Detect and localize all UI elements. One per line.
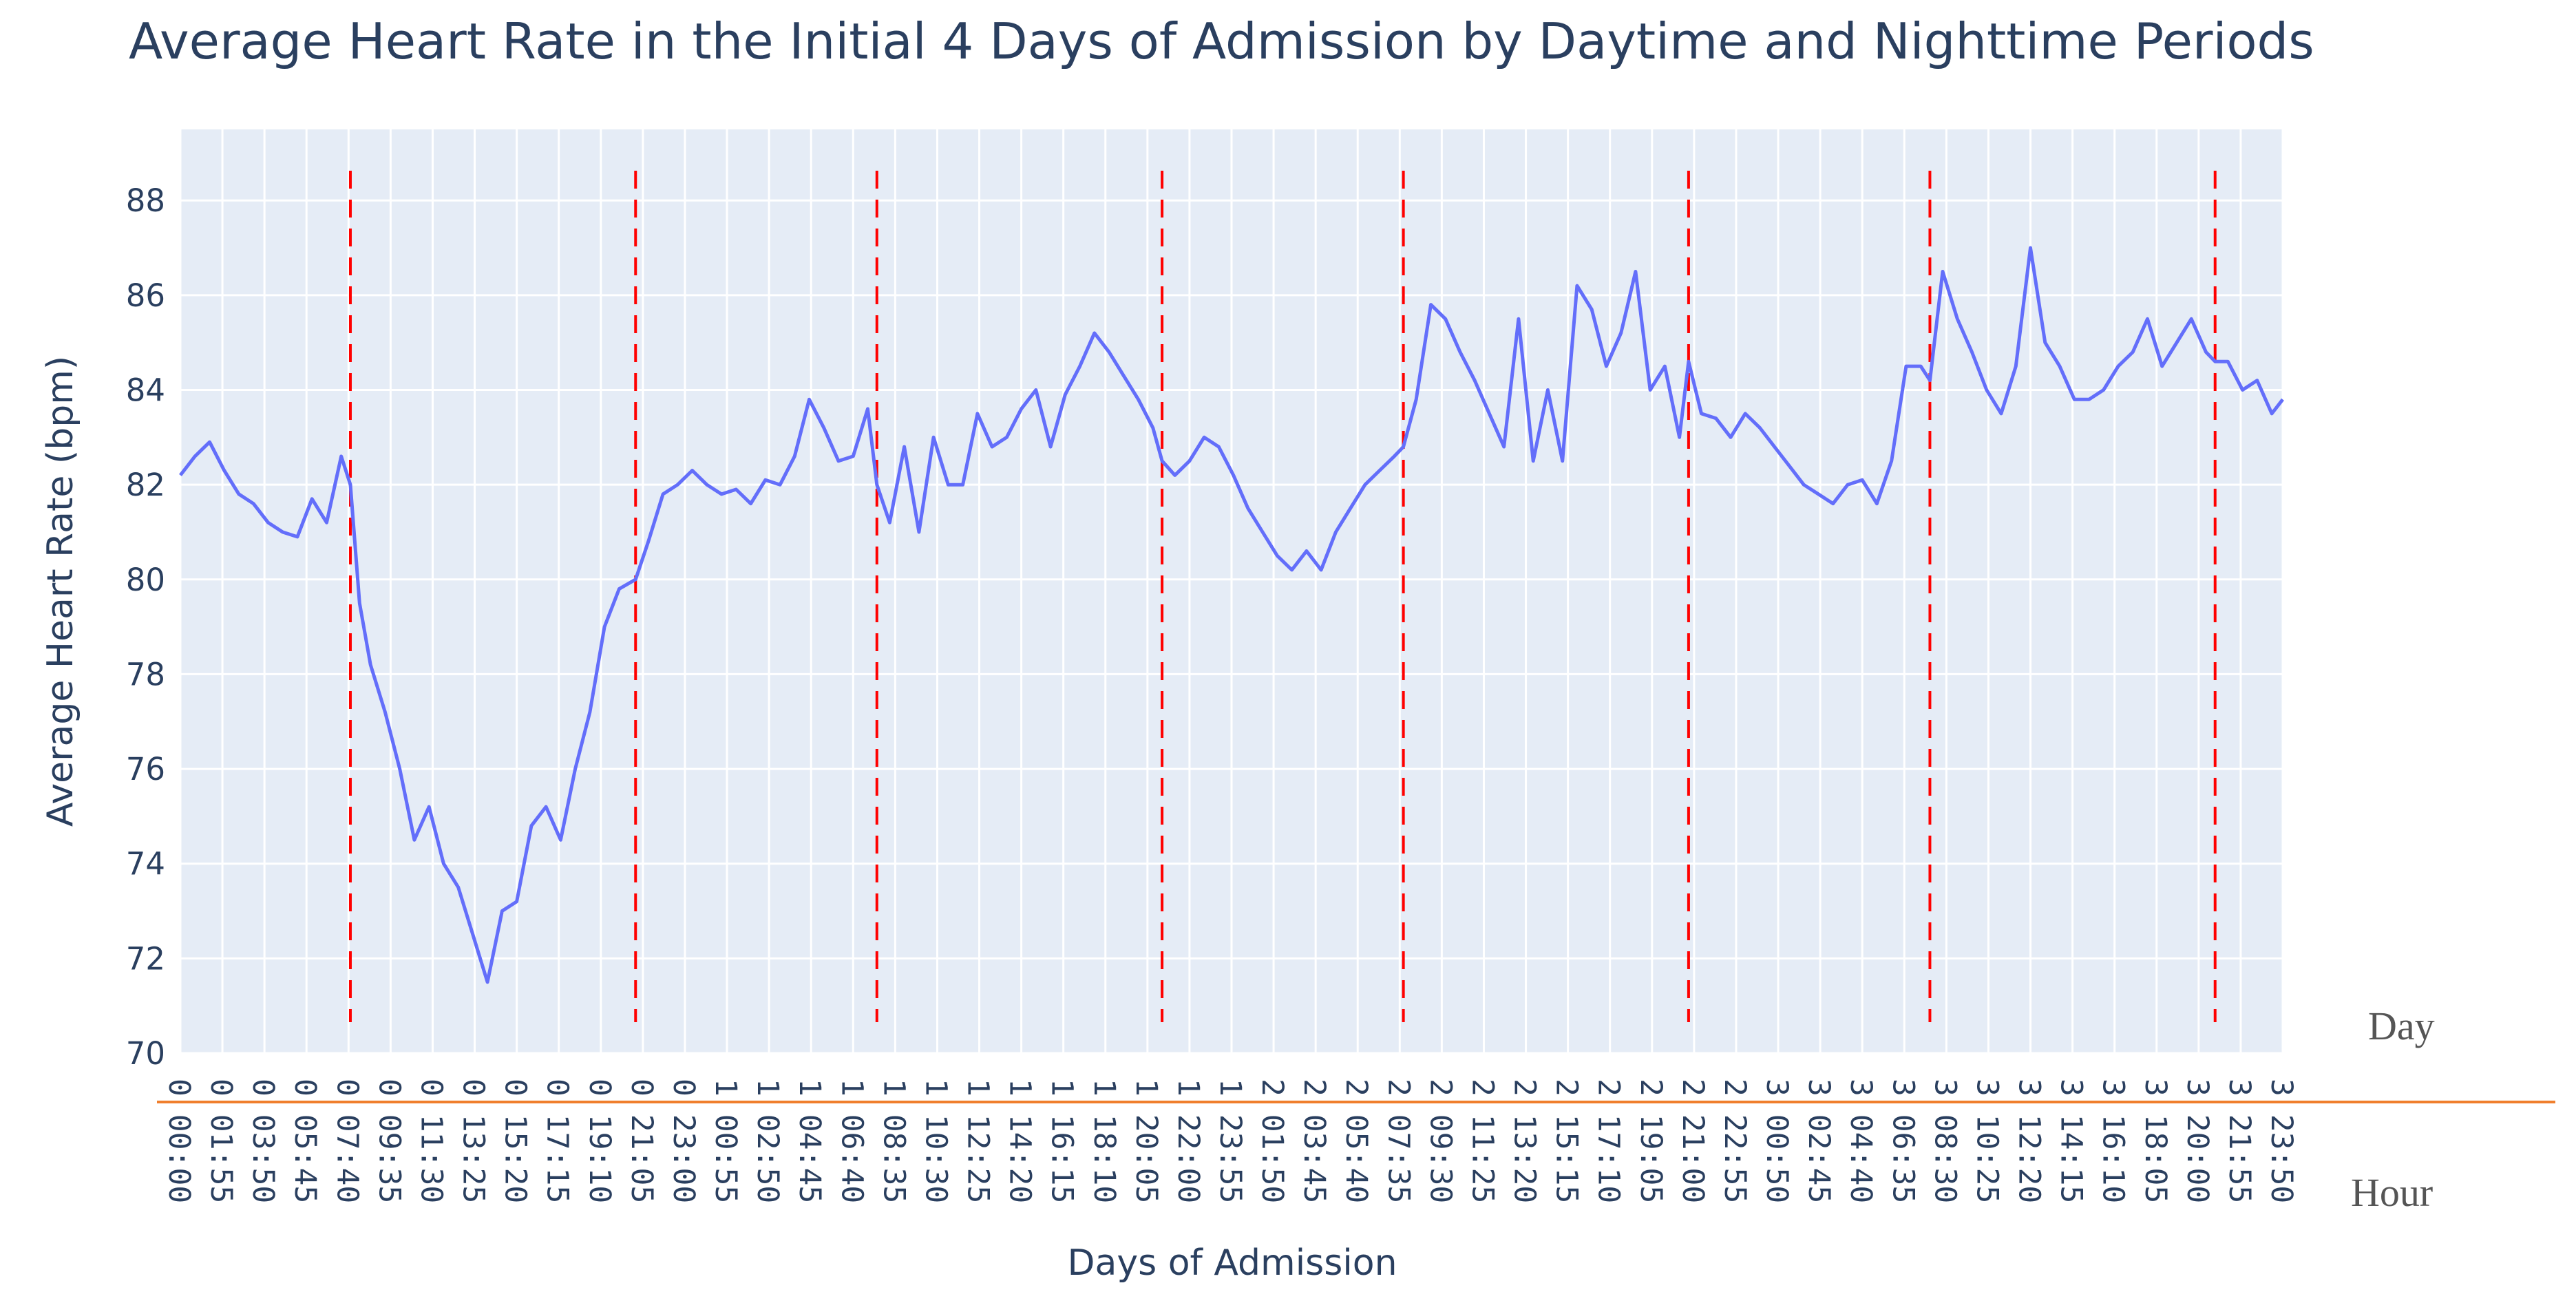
chart-title: Average Heart Rate in the Initial 4 Days…	[129, 12, 2314, 70]
x-tick-label: 3 23:50	[2264, 1079, 2299, 1203]
x-tick-label: 1 00:55	[708, 1079, 743, 1203]
hour-label: Hour	[2351, 1170, 2433, 1215]
day-label: Day	[2368, 1004, 2435, 1048]
period-boundaries	[348, 171, 2217, 1022]
x-tick-label: 2 11:25	[1465, 1079, 1499, 1203]
x-tick-label: 2 17:10	[1592, 1079, 1626, 1203]
x-tick-label: 2 09:30	[1423, 1079, 1457, 1203]
x-tick-label: 3 08:30	[1928, 1079, 1962, 1203]
x-tick-label: 1 14:20	[1003, 1079, 1037, 1203]
x-tick-label: 2 13:20	[1508, 1079, 1542, 1203]
y-tick-label: 86	[126, 277, 165, 314]
x-tick-label: 0 01:55	[204, 1079, 238, 1203]
x-tick-label: 0 11:30	[414, 1079, 448, 1203]
x-tick-label: 1 23:55	[1213, 1079, 1247, 1203]
x-tick-label: 0 09:35	[372, 1079, 406, 1203]
x-tick-label: 0 07:40	[330, 1079, 364, 1203]
x-tick-label: 0 15:20	[498, 1079, 533, 1203]
x-axis-ticks: 0 00:00 0 01:55 0 03:50 0 05:45 0 07:40 0 09:…	[162, 1079, 2299, 1203]
y-axis-ticks: 70 72 74 76 78 80 82 84 86 88	[126, 182, 165, 1072]
y-tick-label: 70	[126, 1035, 165, 1072]
y-tick-label: 72	[126, 940, 165, 977]
y-tick-label: 88	[126, 182, 165, 219]
x-tick-label: 2 19:05	[1634, 1079, 1668, 1203]
x-tick-label: 3 21:55	[2222, 1079, 2257, 1203]
x-tick-label: 3 00:50	[1760, 1079, 1794, 1203]
x-tick-label: 0 13:25	[456, 1079, 491, 1203]
x-tick-label: 1 02:50	[750, 1079, 785, 1203]
x-tick-label: 1 18:10	[1087, 1079, 1121, 1203]
y-tick-label: 80	[126, 562, 165, 598]
x-tick-label: 2 15:15	[1550, 1079, 1584, 1203]
x-tick-label: 3 14:15	[2054, 1079, 2089, 1203]
x-tick-label: 0 19:10	[582, 1079, 617, 1203]
x-tick-label: 3 02:45	[1802, 1079, 1836, 1203]
x-axis-title: Days of Admission	[1067, 1242, 1397, 1284]
x-tick-label: 0 23:00	[666, 1079, 701, 1203]
x-tick-label: 1 06:40	[834, 1079, 869, 1203]
x-tick-label: 3 16:10	[2096, 1079, 2131, 1203]
x-tick-label: 3 12:20	[2012, 1079, 2047, 1203]
y-tick-label: 76	[126, 751, 165, 787]
x-tick-label: 2 05:40	[1339, 1079, 1373, 1203]
x-tick-label: 0 00:00	[162, 1079, 196, 1203]
x-tick-label: 1 12:25	[961, 1079, 995, 1203]
y-tick-label: 74	[126, 846, 165, 882]
heart-rate-series-line	[179, 246, 2284, 984]
x-tick-label: 1 10:30	[918, 1079, 953, 1203]
x-tick-label: 2 01:50	[1255, 1079, 1289, 1203]
x-tick-label: 3 10:25	[1970, 1079, 2004, 1203]
x-tick-label: 3 06:35	[1886, 1079, 1920, 1203]
x-tick-label: 2 21:00	[1676, 1079, 1710, 1203]
x-tick-label: 2 07:35	[1381, 1079, 1415, 1203]
x-tick-label: 3 04:40	[1844, 1079, 1878, 1203]
x-tick-label: 3 20:00	[2180, 1079, 2215, 1203]
x-tick-label: 1 16:15	[1045, 1079, 1079, 1203]
grid-lines	[179, 129, 2284, 1055]
x-tick-label: 0 21:05	[624, 1079, 659, 1203]
y-tick-label: 84	[126, 372, 165, 409]
x-tick-label: 1 22:00	[1171, 1079, 1205, 1203]
x-tick-label: 2 22:55	[1718, 1079, 1752, 1203]
y-tick-label: 78	[126, 656, 165, 692]
x-tick-label: 1 08:35	[876, 1079, 911, 1203]
y-axis-title: Average Heart Rate (bpm)	[40, 356, 81, 827]
x-tick-label: 3 18:05	[2138, 1079, 2173, 1203]
x-tick-label: 0 17:15	[540, 1079, 575, 1203]
x-tick-label: 1 04:45	[792, 1079, 827, 1203]
x-tick-label: 0 03:50	[246, 1079, 280, 1203]
x-tick-label: 0 05:45	[288, 1079, 322, 1203]
x-tick-label: 2 03:45	[1297, 1079, 1331, 1203]
x-tick-label: 1 20:05	[1129, 1079, 1163, 1203]
y-tick-label: 82	[126, 467, 165, 503]
